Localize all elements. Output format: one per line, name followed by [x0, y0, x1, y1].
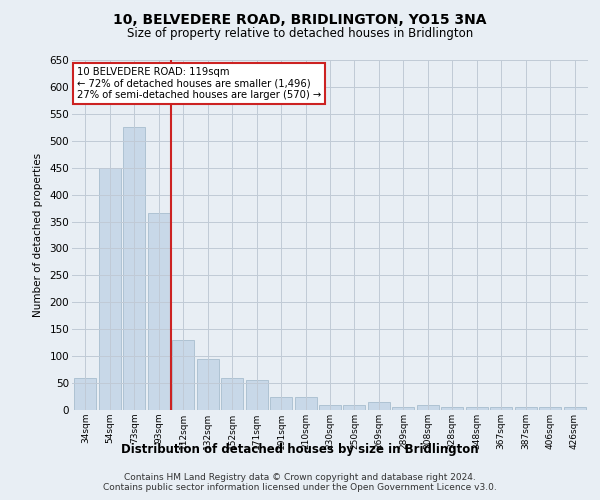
- Bar: [563, 408, 586, 410]
- Bar: [441, 408, 463, 410]
- Bar: [417, 404, 439, 410]
- Bar: [368, 402, 390, 410]
- Bar: [343, 404, 365, 410]
- Bar: [295, 396, 317, 410]
- Bar: [74, 378, 97, 410]
- Bar: [99, 168, 121, 410]
- Bar: [490, 408, 512, 410]
- Bar: [539, 408, 561, 410]
- Bar: [124, 128, 145, 410]
- Bar: [221, 378, 243, 410]
- Bar: [270, 396, 292, 410]
- Text: 10, BELVEDERE ROAD, BRIDLINGTON, YO15 3NA: 10, BELVEDERE ROAD, BRIDLINGTON, YO15 3N…: [113, 12, 487, 26]
- Bar: [197, 359, 219, 410]
- Text: 10 BELVEDERE ROAD: 119sqm
← 72% of detached houses are smaller (1,496)
27% of se: 10 BELVEDERE ROAD: 119sqm ← 72% of detac…: [77, 67, 322, 100]
- Y-axis label: Number of detached properties: Number of detached properties: [32, 153, 43, 317]
- Bar: [466, 408, 488, 410]
- Bar: [148, 214, 170, 410]
- Bar: [319, 404, 341, 410]
- Bar: [245, 380, 268, 410]
- Bar: [172, 340, 194, 410]
- Text: Size of property relative to detached houses in Bridlington: Size of property relative to detached ho…: [127, 28, 473, 40]
- Bar: [515, 408, 536, 410]
- Bar: [392, 408, 415, 410]
- Text: Contains HM Land Registry data © Crown copyright and database right 2024.
Contai: Contains HM Land Registry data © Crown c…: [103, 473, 497, 492]
- Text: Distribution of detached houses by size in Bridlington: Distribution of detached houses by size …: [121, 442, 479, 456]
